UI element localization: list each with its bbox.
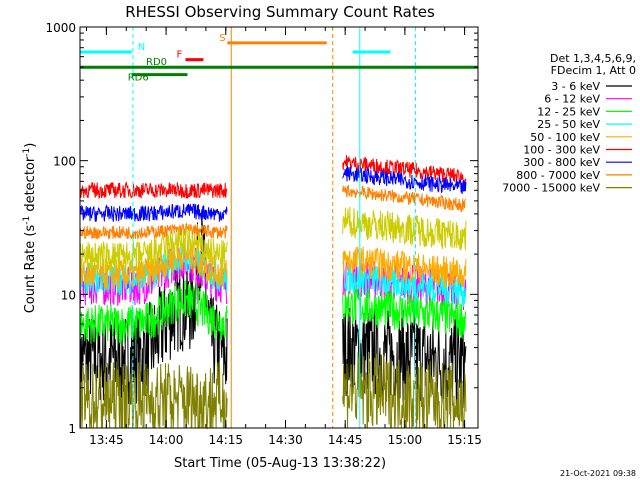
- x-tick-label-3: 14:30: [268, 433, 303, 447]
- y-axis-label: Count Rate (s-1 detector-1): [22, 143, 38, 314]
- legend-label-5: 100 - 300 keV: [523, 144, 600, 157]
- flag-label-rd6: RD6: [128, 73, 149, 84]
- flag-label-f: F: [176, 50, 182, 61]
- series-line-2: [79, 280, 467, 344]
- legend-header-0: Det 1,3,4,5,6,9,: [550, 52, 636, 65]
- plot-frame: [79, 26, 479, 429]
- x-tick-label-5: 15:00: [388, 433, 423, 447]
- series-line-7: [79, 184, 467, 240]
- x-axis-label: Start Time (05-Aug-13 13:38:22): [174, 456, 386, 471]
- flag-bars: N F S RD0 RD6: [80, 33, 478, 84]
- series-layer: [79, 155, 467, 430]
- flag-label-s: S: [219, 33, 225, 44]
- axes: 13:45 14:00 14:15 14:30 14:45 15:00 15:15 1 10 10…: [45, 21, 481, 447]
- x-tick-label-1: 14:00: [149, 433, 184, 447]
- legend-label-6: 300 - 800 keV: [523, 156, 600, 169]
- series-line-5: [79, 155, 467, 200]
- y-tick-label-2: 100: [53, 155, 76, 169]
- legend-header-1: FDecim 1, Att 0: [551, 64, 636, 77]
- legend-label-8: 7000 - 15000 keV: [502, 182, 600, 195]
- y-tick-label-0: 1: [68, 422, 76, 436]
- legend-label-1: 6 - 12 keV: [544, 93, 600, 106]
- series-line-6: [79, 166, 467, 222]
- x-tick-label-2: 14:15: [208, 433, 243, 447]
- flag-label-rd0: RD0: [146, 57, 167, 68]
- y-tick-label-1: 10: [61, 288, 76, 302]
- legend-label-4: 50 - 100 keV: [530, 131, 600, 144]
- flag-label-n: N: [138, 42, 145, 53]
- legend-label-0: 3 - 6 keV: [551, 80, 600, 93]
- x-tick-label-4: 14:45: [328, 433, 363, 447]
- legend: Det 1,3,4,5,6,9,FDecim 1, Att 0 3 - 6 keV…: [502, 52, 636, 195]
- x-tick-label-6: 15:15: [447, 433, 482, 447]
- x-tick-label-0: 13:45: [89, 433, 124, 447]
- series-line-extra: [79, 206, 467, 273]
- legend-label-2: 12 - 25 keV: [537, 105, 600, 118]
- footer-date: 21-Oct-2021 09:38: [560, 469, 636, 478]
- legend-label-7: 800 - 7000 keV: [516, 169, 600, 182]
- legend-label-3: 25 - 50 keV: [537, 118, 600, 131]
- chart-title: RHESSI Observing Summary Count Rates: [125, 3, 435, 21]
- y-tick-label-3: 1000: [45, 21, 76, 35]
